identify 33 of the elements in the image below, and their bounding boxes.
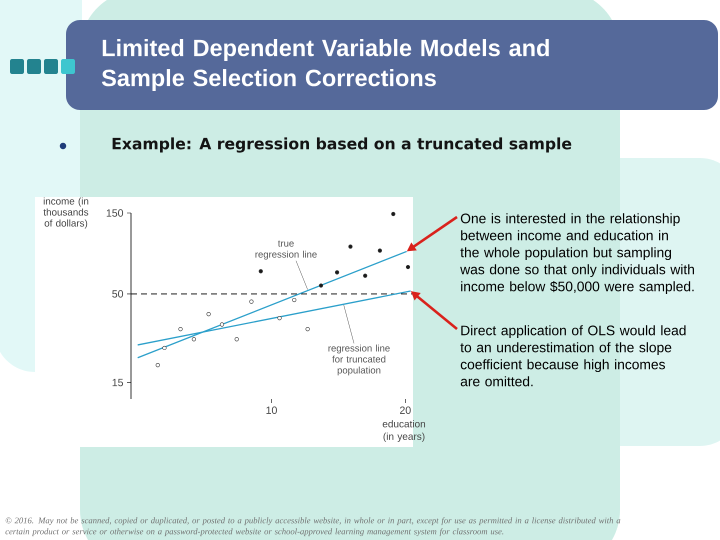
point	[306, 327, 310, 332]
point	[192, 337, 196, 342]
text: © 2016. May not be scanned, copied or duplicated, or posted to a publicly accessible website, in whole or in part, except for use as permitted in a license distributed with a certain product or service or otherwise on a password-protected website or school-approved learning management system for classroom use.	[5, 517, 620, 536]
x-tick-label: 20	[400, 406, 411, 414]
point	[318, 283, 324, 288]
point	[249, 300, 254, 304]
point	[178, 327, 183, 332]
y-axis-title: income (in thousands of dollars)	[44, 197, 88, 229]
x-tick-label: 10	[266, 406, 277, 414]
point	[234, 337, 239, 342]
point	[220, 322, 224, 327]
y-tick-label: 15	[112, 378, 124, 386]
point	[277, 316, 282, 320]
annotation: true regression line	[255, 240, 317, 260]
point	[391, 212, 396, 216]
annotation: One is interested in the relationship between income and education in the whole population but sampling was done so that only individuals with income below $50,000 were sampled.	[460, 213, 694, 294]
point	[363, 274, 368, 278]
point	[156, 363, 160, 368]
point	[162, 346, 167, 350]
point	[348, 244, 353, 249]
y-tick-label: 150	[106, 209, 124, 217]
point	[206, 312, 211, 316]
point	[406, 264, 410, 270]
annotation: Direct application of OLS would lead to an underestimation of the slope coefficient because high incomes are omitted.	[460, 325, 686, 386]
point	[292, 298, 296, 302]
point	[334, 270, 340, 274]
y-tick-label: 50	[112, 290, 124, 298]
point	[378, 248, 382, 253]
annotation: regression line for truncated population	[328, 344, 390, 376]
chart-title: Limited Dependent Variable Models and Sample Selection Corrections	[102, 39, 549, 91]
point	[258, 269, 263, 274]
chart-subtitle: Example: A regression based on a truncated sample	[112, 137, 572, 153]
x-axis-title: education (in years)	[382, 420, 426, 442]
